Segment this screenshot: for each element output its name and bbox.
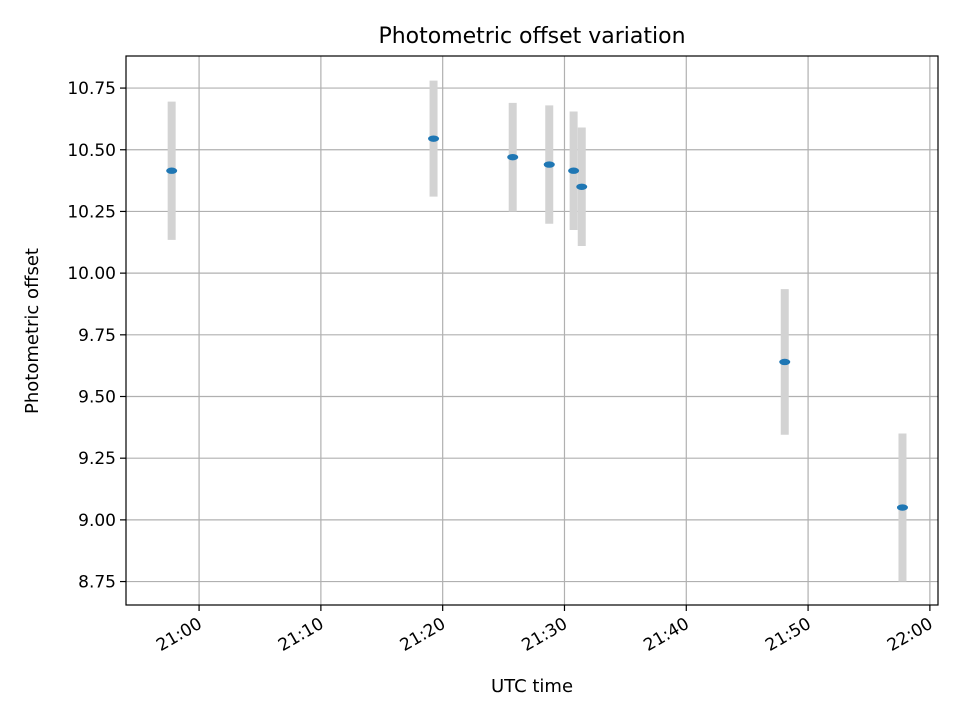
y-tick-label: 10.75: [67, 79, 116, 99]
plot-frame: [125, 55, 939, 606]
y-axis-ticks: 8.75 9.00 9.25 9.50 9.75 10.00 10.25 10.50 10.75: [67, 79, 126, 593]
y-tick-label: 9.50: [78, 388, 116, 408]
data-point: [428, 135, 440, 142]
grid: [126, 56, 938, 605]
y-tick-label: 10.50: [67, 141, 116, 161]
x-axis-label: UTC time: [491, 676, 573, 697]
data-point: [576, 183, 588, 190]
y-tick-label: 10.00: [67, 264, 116, 284]
data-point: [507, 153, 519, 161]
y-tick-label: 8.75: [78, 573, 116, 593]
y-tick-label: 9.25: [78, 449, 116, 469]
data-point: [543, 161, 555, 168]
data-point: [568, 167, 580, 174]
y-axis-label: Photometric offset: [22, 248, 43, 414]
y-tick-label: 9.75: [78, 326, 116, 346]
data-point: [896, 504, 908, 511]
data-points: [166, 135, 908, 511]
chart-title: Photometric offset variation: [378, 24, 685, 49]
data-point: [779, 358, 791, 366]
y-tick-label: 9.00: [78, 511, 116, 531]
y-tick-label: 10.25: [67, 202, 116, 222]
data-point: [166, 167, 178, 174]
